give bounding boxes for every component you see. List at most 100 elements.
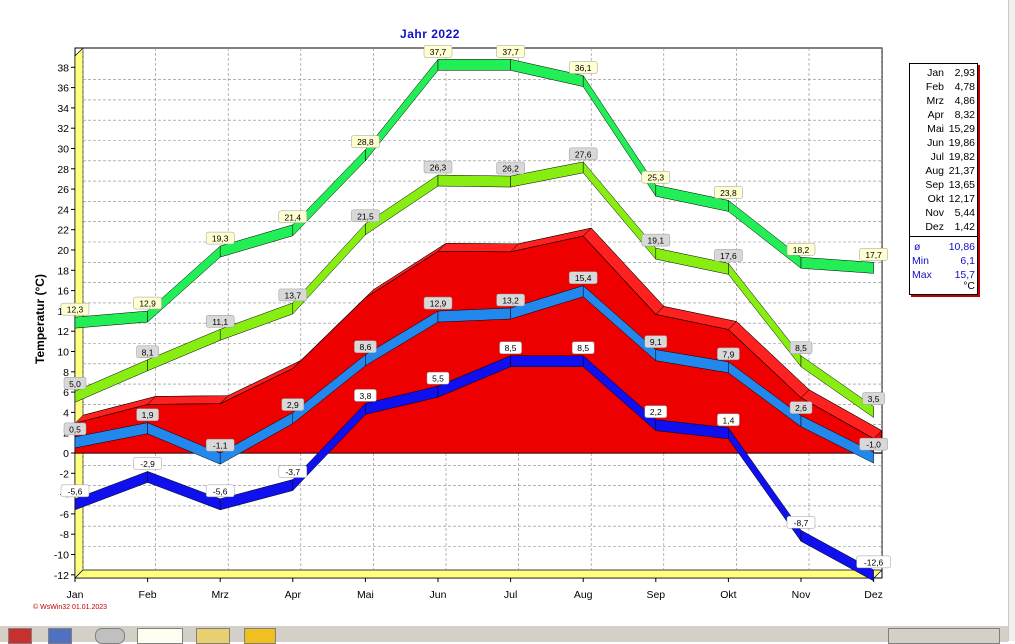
gear-icon[interactable]: [95, 628, 125, 644]
abs_max-data-label: 12,3: [67, 305, 84, 315]
stats-month-label: Jun: [927, 137, 944, 149]
abs_max-data-label: 36,1: [575, 63, 592, 73]
avg_max-label-box: [423, 160, 453, 174]
avg_mean-data-label: 7,9: [722, 349, 734, 359]
map-icon[interactable]: [48, 628, 72, 644]
avg_mean-data-label: 2,6: [795, 403, 807, 413]
x-tick-label: Sep: [646, 589, 665, 601]
abs_max-label-box: [786, 243, 816, 256]
avg_min-label-box: [426, 371, 450, 385]
abs_max-segment: [437, 59, 511, 71]
avg_max-data-label: 5,0: [69, 379, 81, 389]
stats-avg-value: 10,86: [948, 241, 975, 253]
y-tick-label: 16: [57, 286, 69, 298]
avg_min-label-box: [856, 555, 891, 569]
avg_mean-label-box: [644, 335, 668, 348]
avg_max-label-box: [789, 341, 813, 354]
abs_max-label-box: [60, 302, 90, 316]
avg_min-label-box: [354, 389, 377, 402]
avg_min-data-label: 2,2: [650, 407, 662, 417]
avg_max-data-label: 8,1: [142, 347, 154, 357]
abs_max-label-box: [641, 170, 671, 184]
stats-month-value: 13,65: [948, 179, 975, 191]
avg_max-data-label: 26,3: [430, 163, 447, 173]
avg_max-label-box: [136, 345, 159, 359]
avg_min-label-box: [205, 484, 235, 498]
stats-min-label: Min: [912, 255, 929, 267]
x-tick-label: Mai: [357, 589, 374, 601]
abs_max-data-label: 21,4: [285, 212, 302, 222]
stats-unit: °C: [963, 280, 975, 292]
avg_min-label-box: [644, 405, 668, 418]
status-area: [888, 628, 1000, 644]
x-tick-label: Mrz: [211, 589, 229, 601]
avg_max-label-box: [351, 209, 380, 223]
y-tick-label: 38: [57, 62, 69, 74]
avg_mean-data-label: 0,5: [69, 424, 81, 434]
stats-month-label: Feb: [925, 81, 944, 93]
stats-separator: [910, 236, 977, 237]
avg_max-segment: [437, 174, 511, 188]
avg_mean-data-label: 2,9: [287, 400, 299, 410]
abs_max-label-box: [133, 296, 162, 310]
avg_mean-label-box: [568, 271, 598, 284]
abs_max-data-label: 17,7: [865, 250, 882, 260]
stats-month-label: Mrz: [926, 95, 945, 107]
y-tick-label: 10: [57, 347, 69, 359]
avg_mean-label-box: [859, 437, 888, 451]
x-tick-label: Apr: [285, 589, 302, 601]
abs_max-label-box: [351, 135, 380, 148]
stats-month-label: Nov: [925, 207, 944, 219]
y-tick-label: 12: [57, 326, 69, 338]
avg_min-label-box: [60, 484, 90, 498]
avg_mean-label-box: [423, 296, 453, 310]
avg_min-label-box: [133, 457, 162, 470]
app-icon[interactable]: [8, 628, 32, 644]
mean-area-top-facet: [437, 243, 520, 253]
avg_min-data-label: -8,7: [794, 518, 809, 528]
avg_min-data-label: -3,7: [285, 467, 300, 477]
avg_mean-label-box: [717, 347, 740, 361]
y-tick-label: 22: [57, 225, 69, 237]
stats-month-value: 4,86: [954, 95, 975, 107]
sun-icon[interactable]: [244, 628, 276, 644]
weather-icon[interactable]: [137, 628, 183, 644]
stats-month-value: 15,29: [948, 123, 975, 135]
avg_max-label-box: [862, 392, 885, 405]
stats-month-value: 21,37: [948, 165, 975, 177]
avg_min-data-label: 3,8: [359, 391, 371, 401]
abs_max-data-label: 18,2: [793, 245, 810, 255]
x-tick-label: Jul: [504, 589, 517, 601]
stats-month-value: 2,93: [954, 67, 975, 79]
y-axis-label: Temperatur (°C): [33, 274, 47, 364]
avg_min-data-label: -2,9: [140, 459, 155, 469]
avg_mean-data-label: 9,1: [650, 337, 662, 347]
avg_mean-label-box: [789, 401, 813, 414]
avg_max-label-box: [63, 377, 87, 390]
y-tick-label: 30: [57, 144, 69, 156]
avg_mean-segment: [800, 415, 874, 464]
y-tick-label: 34: [57, 103, 69, 115]
avg_min-label-box: [278, 465, 308, 478]
abs_max-label-box: [205, 231, 235, 245]
y-tick-label: 32: [57, 123, 69, 135]
avg_max-label-box: [714, 249, 743, 262]
stats-min-value: 6,1: [960, 255, 975, 267]
avg_min-data-label: 8,5: [577, 343, 589, 353]
x-tick-label: Jan: [67, 589, 84, 601]
avg_min-label-box: [571, 341, 595, 354]
x-tick-label: Nov: [792, 589, 811, 601]
avg_max-data-label: 13,7: [285, 290, 302, 300]
stats-month-label: Apr: [927, 109, 944, 121]
abs_max-data-label: 28,8: [357, 137, 374, 147]
stats-month-value: 19,86: [948, 137, 975, 149]
temperature-chart: -12-10-8-6-4-202468101214161820222426283…: [54, 45, 891, 601]
folder-icon[interactable]: [196, 628, 230, 644]
stats-month-label: Jan: [927, 67, 944, 79]
abs_max-label-box: [859, 248, 888, 261]
stats-month-label: Mai: [927, 123, 944, 135]
y-tick-label: -8: [60, 529, 69, 541]
x-tick-label: Dez: [864, 589, 883, 601]
avg_mean-label-box: [63, 422, 87, 436]
abs_max-data-label: 19,3: [212, 234, 229, 244]
